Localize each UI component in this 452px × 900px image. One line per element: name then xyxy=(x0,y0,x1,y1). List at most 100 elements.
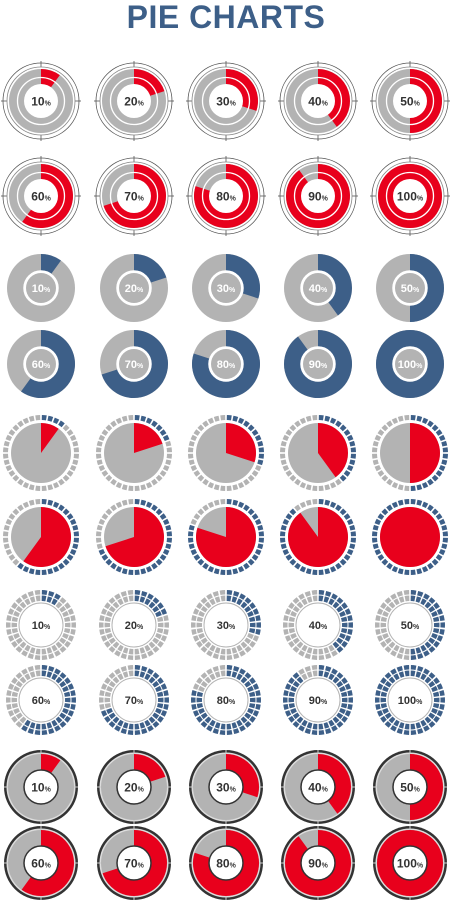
ring-segment xyxy=(237,501,245,509)
ring-segment xyxy=(5,434,13,442)
ring-segment xyxy=(166,537,172,543)
ring-segment xyxy=(380,616,387,622)
ring-segment xyxy=(288,677,295,685)
ring-segment xyxy=(280,537,286,543)
ring-segment xyxy=(220,499,226,505)
ring-segment xyxy=(115,565,123,573)
ring-segment xyxy=(128,723,134,730)
center-hole xyxy=(116,769,152,805)
chart-set-5: 10% 20% 30% 40% 50% 60% 70% 80% 90% 100% xyxy=(4,750,447,900)
ring-segment xyxy=(404,670,410,677)
center-disc xyxy=(119,273,149,303)
ring-segment xyxy=(34,729,41,735)
ring-segment xyxy=(162,518,170,526)
ring-segment xyxy=(410,665,417,671)
ring-segment xyxy=(214,722,221,729)
ring-segment xyxy=(70,615,76,622)
value-label: 20% xyxy=(125,620,144,632)
ring-segment xyxy=(347,703,353,710)
ring-segment xyxy=(191,697,196,703)
inner-ring xyxy=(385,171,435,221)
ring-segment xyxy=(290,633,297,640)
ring-segment xyxy=(324,484,331,491)
ring-segment xyxy=(390,593,397,600)
ring-segment xyxy=(108,680,116,688)
ring-segment xyxy=(190,548,198,556)
ring-segment xyxy=(341,616,348,622)
ring-segment xyxy=(282,548,290,556)
ring-segment xyxy=(108,645,116,653)
ring-segment xyxy=(226,654,233,660)
ring-segment xyxy=(64,697,71,703)
ring-segment xyxy=(157,640,164,648)
center-hole xyxy=(209,608,243,642)
ring-segment xyxy=(140,415,147,422)
ring-segment xyxy=(151,420,158,428)
center-hole xyxy=(209,84,243,118)
ring-segment xyxy=(388,641,396,649)
ring-segment xyxy=(289,508,297,516)
ring-segment xyxy=(47,484,54,491)
center-disc xyxy=(395,273,425,303)
ring-segment xyxy=(70,628,76,635)
ring-segment xyxy=(306,596,313,603)
ring-segment xyxy=(252,710,259,717)
ring-segment xyxy=(328,673,335,681)
ring-segment xyxy=(54,650,61,657)
ring-segment xyxy=(134,729,141,735)
ring-segment xyxy=(372,459,379,466)
ring-segment xyxy=(213,415,220,422)
pie-chart-40-percent: 40% xyxy=(281,750,355,824)
ring-segment xyxy=(105,424,113,432)
ring-segment xyxy=(377,554,385,561)
ring-segment xyxy=(231,596,238,603)
ring-segment xyxy=(341,691,348,697)
pie-chart-40-percent: 40% xyxy=(278,61,358,141)
ring-segment xyxy=(58,504,65,512)
ring-segment xyxy=(240,716,248,724)
ring-segment xyxy=(151,562,158,570)
value-label: 60% xyxy=(31,189,51,203)
ring-segment xyxy=(11,715,18,723)
ring-segment xyxy=(428,712,436,720)
ring-segment xyxy=(306,671,313,678)
ring-segment xyxy=(301,673,308,681)
ring-segment xyxy=(46,671,53,678)
ring-segment xyxy=(435,470,443,477)
ring-segment xyxy=(384,605,392,613)
ring-segment xyxy=(381,558,389,566)
ring-segment xyxy=(349,524,356,531)
ring-segment xyxy=(51,598,58,606)
ring-segment xyxy=(13,685,20,692)
ring-segment xyxy=(237,481,245,489)
ring-segment xyxy=(240,676,248,684)
ring-segment xyxy=(117,598,124,606)
ring-segment xyxy=(428,637,436,645)
ring-segment xyxy=(290,685,297,692)
ring-segment xyxy=(13,708,20,715)
ring-segment xyxy=(64,691,71,697)
ring-segment xyxy=(101,635,108,642)
ring-segment xyxy=(35,648,41,655)
ring-segment xyxy=(101,710,108,717)
ring-segment xyxy=(226,595,232,602)
ring-segment xyxy=(420,719,427,727)
ring-segment xyxy=(384,720,392,728)
ring-segment xyxy=(41,485,47,491)
pie-chart-10-percent xyxy=(3,415,79,491)
ring-segment xyxy=(249,691,256,697)
ring-segment xyxy=(328,598,335,606)
ring-segment xyxy=(99,622,104,628)
ring-segment xyxy=(318,670,324,677)
ring-segment xyxy=(305,568,312,575)
ring-segment xyxy=(19,716,27,724)
ring-segment xyxy=(348,697,353,703)
ring-segment xyxy=(62,424,70,432)
ring-segment xyxy=(372,537,378,543)
ring-segment xyxy=(212,665,219,672)
ring-segment xyxy=(332,641,340,649)
ring-segment xyxy=(239,725,246,732)
ring-segment xyxy=(288,622,295,628)
ring-segment xyxy=(424,601,432,609)
ring-segment xyxy=(423,593,430,600)
